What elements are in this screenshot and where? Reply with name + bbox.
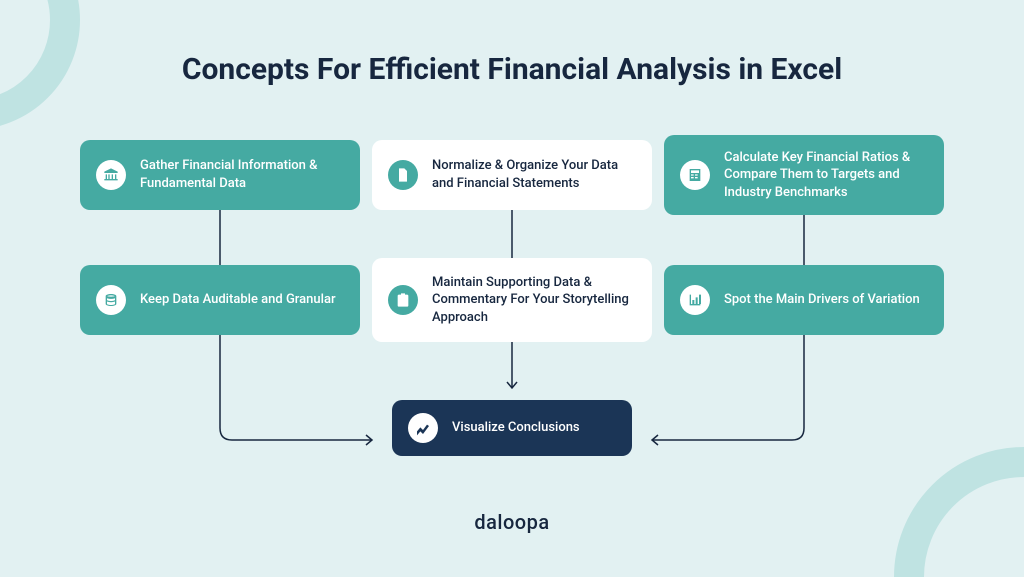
bank-icon [96, 160, 126, 190]
viz-icon [408, 413, 438, 443]
card-label: Normalize & Organize Your Data and Finan… [432, 157, 636, 192]
card-auditable: Keep Data Auditable and Granular [80, 265, 360, 335]
card-supporting-data: Maintain Supporting Data & Commentary Fo… [372, 258, 652, 342]
infographic-canvas: Concepts For Efficient Financial Analysi… [0, 0, 1024, 577]
chart-icon [680, 285, 710, 315]
clip-icon [388, 285, 418, 315]
page-title: Concepts For Efficient Financial Analysi… [0, 52, 1024, 87]
card-gather-data: Gather Financial Information & Fundament… [80, 140, 360, 210]
card-label: Visualize Conclusions [452, 419, 580, 437]
card-drivers: Spot the Main Drivers of Variation [664, 265, 944, 335]
brand-logo: daloopa [0, 510, 1024, 534]
card-label: Gather Financial Information & Fundament… [140, 157, 344, 192]
card-normalize-data: Normalize & Organize Your Data and Finan… [372, 140, 652, 210]
db-icon [96, 285, 126, 315]
card-visualize: Visualize Conclusions [392, 400, 632, 456]
card-calc-ratios: Calculate Key Financial Ratios & Compare… [664, 135, 944, 215]
card-label: Spot the Main Drivers of Variation [724, 291, 920, 309]
card-label: Maintain Supporting Data & Commentary Fo… [432, 274, 636, 327]
card-label: Keep Data Auditable and Granular [140, 291, 336, 309]
card-label: Calculate Key Financial Ratios & Compare… [724, 149, 928, 202]
calc-icon [680, 160, 710, 190]
doc-icon [388, 160, 418, 190]
